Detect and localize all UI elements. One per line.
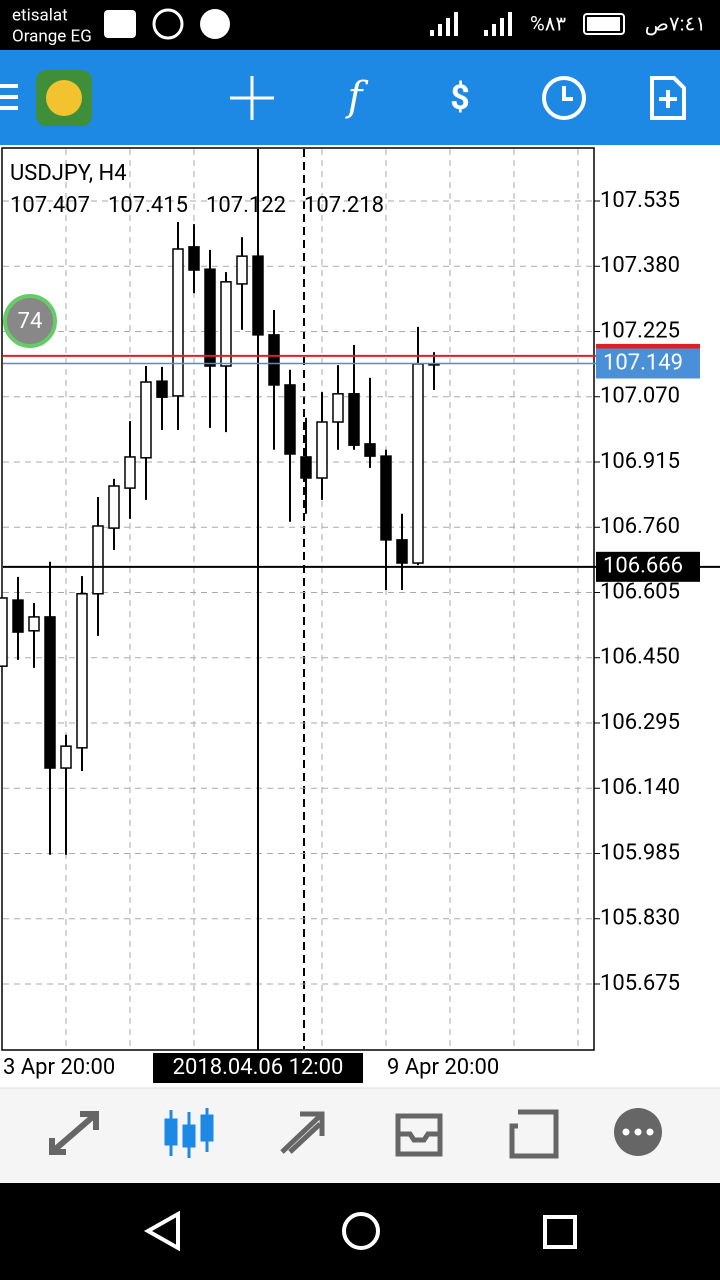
symbol: USDJPY, H4: [10, 161, 127, 186]
bid-label: 107.149: [603, 350, 683, 375]
signal-badge-value: 74: [18, 309, 43, 334]
candle-body: [76, 593, 88, 749]
candle-body: [284, 384, 296, 455]
timeframe-hands: [562, 86, 573, 101]
carrier: etisalat: [12, 5, 68, 25]
chat-dot: [634, 1128, 642, 1136]
ohlc-value: 107.415: [108, 193, 188, 218]
candle-body: [0, 597, 8, 667]
candle-body: [316, 421, 328, 479]
history-tab[interactable]: [395, 1113, 443, 1157]
candle-body: [188, 246, 200, 271]
recents-button[interactable]: [543, 1215, 577, 1249]
time-label: 9 Apr 20:00: [387, 1055, 499, 1080]
battery-icon: [583, 13, 625, 35]
ohlc-value: 107.122: [206, 193, 286, 218]
crosshair-time-label: 2018.04.06 12:00: [173, 1055, 344, 1080]
network: Orange EG: [12, 26, 92, 46]
news-tab[interactable]: [509, 1109, 559, 1159]
candle-body: [300, 456, 312, 479]
chart-area[interactable]: [1, 147, 595, 1051]
y-tick-label: 105.830: [600, 906, 680, 931]
crosshair-button[interactable]: [230, 76, 274, 120]
candle-body: [220, 281, 232, 367]
signal-badge[interactable]: [3, 294, 57, 348]
y-tick-label: 107.225: [600, 318, 680, 343]
y-tick-label: 107.380: [600, 253, 680, 278]
vertical-grid: [65, 149, 579, 1049]
crosshair-price-box: [596, 551, 700, 582]
candle-body: [44, 616, 56, 769]
y-tick-label: 106.915: [600, 449, 680, 474]
crosshair-time-box: [153, 1053, 363, 1083]
chart-tab[interactable]: [164, 1108, 214, 1158]
y-tick-label: 107.535: [600, 188, 680, 213]
candle-body: [396, 539, 408, 564]
ohlc-value: 107.407: [10, 193, 90, 218]
system-nav: [0, 1183, 720, 1280]
menu-button[interactable]: [0, 84, 18, 110]
whatsapp-icon: [152, 8, 184, 40]
candle-body: [60, 745, 72, 769]
candle-body: [380, 455, 392, 541]
y-tick-label: 106.760: [600, 514, 680, 539]
tab-icon: [169, 1108, 209, 1158]
candle-body: [92, 525, 104, 595]
time-label: 3 Apr 20:00: [3, 1055, 115, 1080]
back-button[interactable]: [143, 1210, 180, 1252]
y-tick-label: 105.675: [600, 971, 680, 996]
quotes-tab[interactable]: [49, 1111, 99, 1155]
y-tick-label: 106.450: [600, 645, 680, 670]
candle-body: [364, 443, 376, 457]
trade-tab[interactable]: [280, 1111, 325, 1154]
candle-body: [156, 380, 168, 398]
candle-body: [348, 393, 360, 446]
candle-body: [204, 268, 216, 367]
chat-dot: [622, 1128, 630, 1136]
messenger-icon: [200, 9, 230, 39]
candle-body: [332, 393, 344, 423]
home-button[interactable]: [342, 1212, 380, 1250]
candle-body: [412, 363, 424, 564]
candle-body: [12, 599, 24, 633]
battery-fill: [587, 17, 620, 31]
candle-body: [28, 616, 40, 632]
ohlc-value: 107.218: [304, 193, 384, 218]
y-tick-label: 106.605: [600, 579, 680, 604]
signal-icon: [484, 12, 512, 36]
new-order-button[interactable]: [650, 76, 686, 120]
candle-body: [124, 456, 136, 489]
app-logo-mark: [46, 80, 82, 116]
timeframe-button[interactable]: [542, 76, 586, 120]
signal-icon: [430, 12, 458, 36]
new-order-plus: [659, 90, 677, 108]
candle-body: [236, 255, 248, 285]
bid-label-box: [596, 348, 700, 379]
chat-dot: [646, 1128, 654, 1136]
y-tick-label: 105.985: [600, 840, 680, 865]
y-tick-label: 107.070: [600, 384, 680, 409]
clock: ٧:٤١ص: [645, 11, 706, 35]
candle-body: [140, 381, 152, 459]
toolbar: [0, 50, 720, 145]
y-tick-label: 106.295: [600, 710, 680, 735]
y-tick-label: 106.140: [600, 775, 680, 800]
bottom-nav: [0, 1088, 720, 1183]
candle-body: [108, 485, 120, 529]
candle-body: [268, 334, 280, 386]
candle-body: [172, 248, 184, 397]
trade-button[interactable]: $: [450, 78, 470, 118]
notification-icon: [104, 10, 136, 38]
crosshair-price-label: 106.666: [603, 554, 683, 579]
battery-level: %٨٣: [530, 11, 566, 35]
